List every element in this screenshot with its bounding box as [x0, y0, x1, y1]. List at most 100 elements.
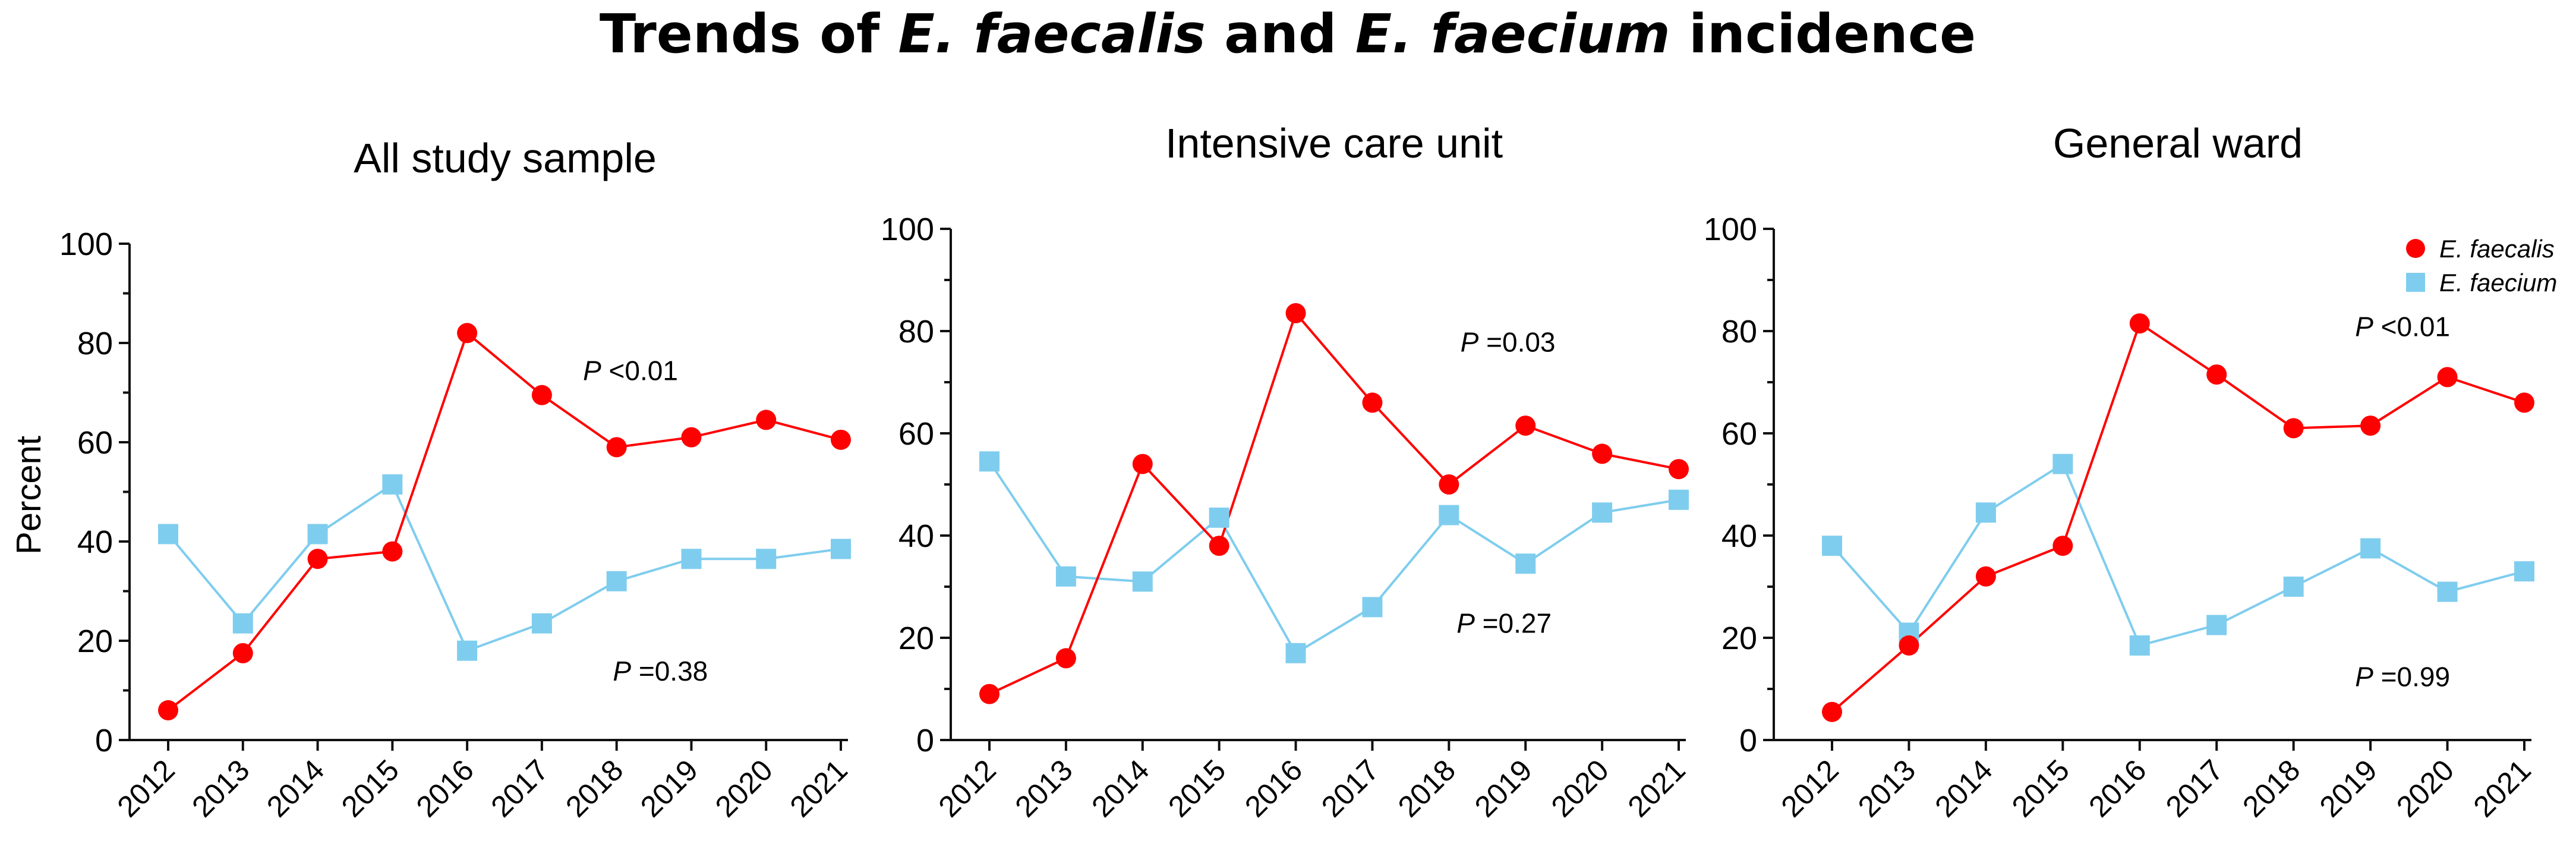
data-point-e-faecalis	[756, 410, 777, 430]
y-tick-label: 20	[898, 621, 934, 656]
x-tick-label: 2018	[1392, 753, 1462, 823]
x-tick-label: 2014	[1928, 753, 1998, 823]
series-line-e-faecium	[1831, 462, 2525, 647]
p-value: <0.01	[601, 355, 678, 386]
x-tick-label: 2019	[634, 753, 704, 823]
x-tick-label: 2021	[784, 753, 854, 823]
data-point-e-faecium	[756, 549, 777, 569]
data-point-e-faecium	[2360, 538, 2381, 559]
x-tick-label: 2016	[410, 753, 480, 823]
x-tick-label: 2015	[2006, 753, 2076, 823]
figure-title-part-2: and	[1206, 3, 1355, 65]
series-line-e-faecalis	[167, 330, 841, 712]
data-point-e-faecium	[2206, 615, 2227, 635]
data-point-e-faecium	[2437, 581, 2458, 602]
p-value: =0.38	[631, 656, 708, 687]
data-point-e-faecium	[1362, 597, 1383, 618]
data-point-e-faecium	[1592, 502, 1613, 523]
data-point-e-faecalis	[1592, 443, 1613, 464]
p-value-annotation: P =0.03	[1461, 326, 1556, 357]
p-symbol: P	[1456, 607, 1475, 638]
p-symbol: P	[1461, 326, 1479, 357]
data-point-e-faecalis	[457, 323, 478, 344]
data-point-e-faecium	[979, 451, 999, 472]
data-point-e-faecium	[606, 571, 627, 591]
series-line-e-faecalis	[1831, 322, 2525, 713]
p-value: <0.01	[2373, 311, 2450, 342]
y-tick-label: 80	[77, 326, 113, 361]
p-symbol: P	[2355, 311, 2373, 342]
x-tick-label: 2015	[1162, 753, 1232, 823]
y-tick-label: 40	[1721, 518, 1757, 554]
x-tick-label: 2013	[185, 753, 256, 823]
data-point-e-faecium	[1055, 566, 1076, 587]
x-tick-label: 2016	[2082, 753, 2152, 823]
x-tick-label: 2014	[1085, 753, 1155, 823]
chart-panel-3: General ward 0 20 40 60 80 100 2012 2013 2014 2015…	[1704, 120, 2537, 823]
data-point-e-faecalis	[1055, 648, 1076, 669]
x-tick-label: 2012	[111, 753, 181, 823]
data-point-e-faecium	[1515, 553, 1536, 574]
y-tick-label: 20	[77, 624, 113, 659]
x-tick-label: 2020	[2390, 753, 2460, 823]
y-tick-label: 40	[898, 518, 934, 554]
data-point-e-faecalis	[606, 437, 627, 458]
y-tick-label: 100	[881, 212, 934, 247]
x-tick-label: 2018	[559, 753, 629, 823]
p-symbol: P	[583, 355, 601, 386]
legend-marker-circle	[2406, 239, 2425, 258]
y-axis-label: Percent	[10, 436, 48, 555]
data-point-e-faecalis	[2437, 367, 2458, 388]
data-point-e-faecium	[1975, 502, 1996, 523]
legend: E. faecalis E. faecium	[2406, 235, 2557, 297]
p-value-annotation: P =0.27	[1456, 607, 1552, 638]
data-point-e-faecalis	[1439, 474, 1459, 495]
x-tick-label: 2012	[932, 753, 1002, 823]
y-tick-label: 20	[1721, 621, 1757, 656]
panel-title: Intensive care unit	[1165, 120, 1503, 166]
p-value-annotation: P =0.99	[2355, 662, 2450, 692]
data-point-e-faecalis	[2283, 418, 2304, 439]
data-point-e-faecium	[1822, 536, 1842, 556]
data-point-e-faecalis	[1669, 459, 1689, 480]
legend-label: E. faecalis	[2439, 235, 2555, 263]
data-point-e-faecium	[831, 539, 851, 559]
data-point-e-faecalis	[2206, 364, 2227, 385]
data-point-e-faecalis	[307, 549, 328, 569]
data-point-e-faecium	[681, 549, 702, 569]
y-tick-label: 100	[59, 226, 113, 262]
data-point-e-faecalis	[2514, 392, 2534, 413]
data-point-e-faecium	[1132, 571, 1153, 592]
legend-marker-square	[2406, 273, 2425, 292]
data-point-e-faecalis	[1362, 392, 1383, 413]
legend-label: E. faecium	[2439, 269, 2557, 297]
figure-title-part-1: Trends of	[600, 3, 898, 65]
figure-title-part-3: incidence	[1670, 3, 1976, 65]
data-point-e-faecalis	[232, 643, 253, 663]
x-tick-label: 2017	[1315, 753, 1385, 823]
data-point-e-faecalis	[1209, 536, 1229, 556]
data-point-e-faecalis	[831, 429, 851, 450]
data-point-e-faecium	[1209, 507, 1229, 528]
series-line-e-faecalis	[989, 310, 1679, 695]
data-point-e-faecalis	[158, 700, 178, 720]
data-point-e-faecalis	[2360, 415, 2381, 436]
x-tick-label: 2012	[1775, 753, 1845, 823]
y-tick-label: 40	[77, 524, 113, 560]
data-point-e-faecalis	[681, 427, 702, 448]
p-value-annotation: P =0.38	[613, 656, 708, 687]
data-point-e-faecium	[457, 640, 478, 661]
y-tick-label: 80	[1721, 314, 1757, 350]
data-point-e-faecalis	[1132, 454, 1153, 474]
data-point-e-faecalis	[531, 385, 552, 405]
p-symbol: P	[613, 656, 631, 687]
x-tick-label: 2015	[335, 753, 405, 823]
data-point-e-faecium	[531, 613, 552, 634]
data-point-e-faecium	[2283, 577, 2304, 597]
data-point-e-faecium	[1285, 643, 1306, 663]
x-tick-label: 2019	[2313, 753, 2383, 823]
x-tick-label: 2019	[1468, 753, 1538, 823]
y-tick-label: 60	[898, 416, 934, 452]
data-point-e-faecalis	[2129, 313, 2150, 334]
